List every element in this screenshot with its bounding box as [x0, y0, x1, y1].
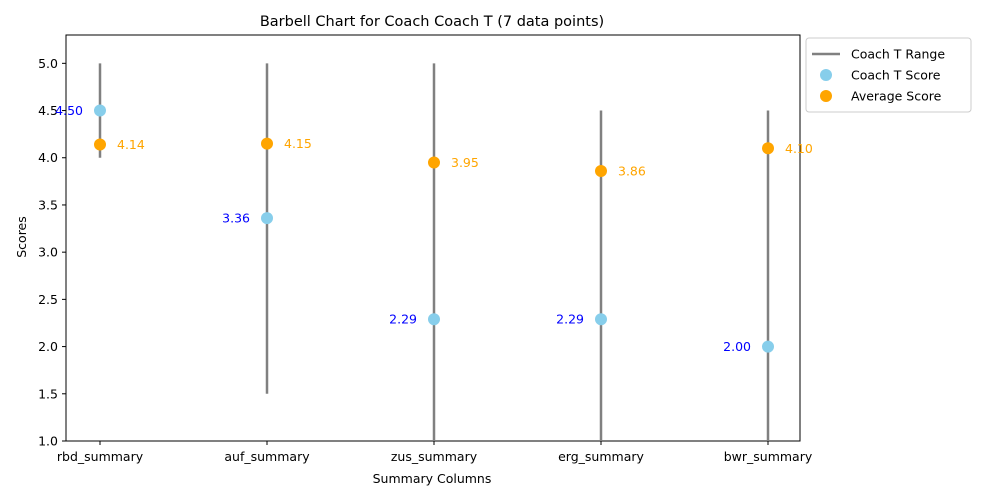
y-tick-label: 1.0	[38, 434, 58, 449]
x-axis-label: Summary Columns	[373, 471, 492, 486]
y-tick-label: 4.5	[38, 103, 58, 118]
average-score-point	[595, 164, 607, 177]
average-score-label: 4.15	[284, 136, 312, 151]
coach-score-point	[428, 313, 440, 326]
average-score-point	[762, 142, 774, 155]
coach-score-point	[595, 313, 607, 326]
legend-average-swatch	[820, 90, 832, 102]
coach-score-label: 3.36	[222, 211, 250, 226]
coach-score-point	[94, 104, 106, 117]
average-score-label: 3.95	[451, 155, 479, 170]
average-score-label: 4.10	[785, 141, 813, 156]
x-tick-label: erg_summary	[558, 449, 644, 464]
average-score-label: 4.14	[117, 137, 145, 152]
x-tick-label: bwr_summary	[724, 449, 813, 464]
average-score-point	[428, 156, 440, 169]
y-tick-label: 3.0	[38, 245, 58, 260]
y-axis-label: Scores	[14, 216, 29, 258]
coach-score-point	[762, 340, 774, 353]
legend-entry-label: Coach T Score	[851, 68, 941, 83]
average-score-point	[261, 137, 273, 150]
y-tick-label: 5.0	[38, 56, 58, 71]
plot-area: 1.0 1.5 2.0 2.5 3.0 3.5 4.0 4.5 5.0 rbd_summary au…	[38, 34, 813, 464]
x-tick-label: auf_summary	[224, 449, 310, 464]
chart-title: Barbell Chart for Coach Coach T (7 data …	[260, 14, 604, 30]
legend: Coach T Range Coach T Score Average Score	[805, 37, 972, 113]
coach-score-label: 4.50	[55, 103, 83, 118]
y-tick-label: 3.5	[38, 197, 58, 212]
coach-score-label: 2.29	[556, 312, 584, 327]
y-tick-label: 4.0	[38, 150, 58, 165]
y-tick-label: 1.5	[38, 386, 58, 401]
legend-score-swatch	[820, 69, 832, 81]
y-tick-label: 2.5	[38, 292, 58, 307]
x-tick-label: zus_summary	[391, 449, 478, 464]
legend-box	[805, 37, 972, 113]
average-score-label: 3.86	[618, 163, 646, 178]
coach-score-label: 2.00	[723, 339, 751, 354]
legend-entry-label: Average Score	[851, 89, 942, 104]
y-tick-label: 2.0	[38, 339, 58, 354]
legend-entry-label: Coach T Range	[851, 47, 945, 62]
coach-score-label: 2.29	[389, 312, 417, 327]
x-tick-label: rbd_summary	[57, 449, 144, 464]
coach-score-point	[261, 212, 273, 225]
average-score-point	[94, 138, 106, 151]
